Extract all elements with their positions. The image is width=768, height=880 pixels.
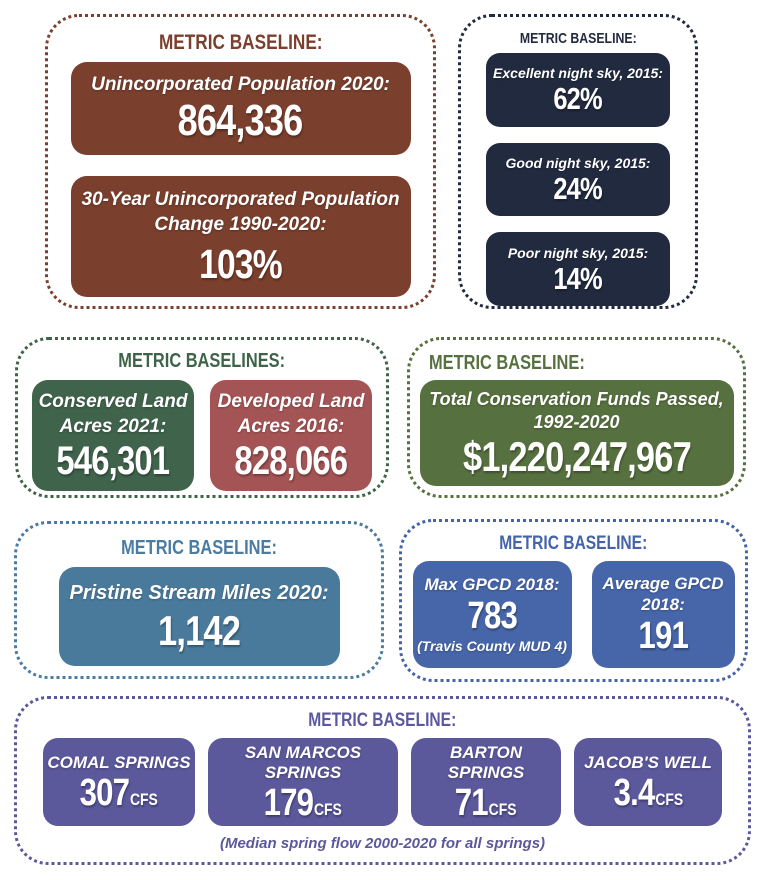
panel-header-text: METRIC BASELINE:: [121, 537, 277, 559]
land-cards-row: Conserved Land Acres 2021: 546,301 Devel…: [32, 380, 372, 491]
stat-card-value: 864,336: [178, 96, 304, 145]
stat-card-excellent-night-sky: Excellent night sky, 2015: 62%: [486, 53, 670, 127]
panel-header-text: METRIC BASELINE:: [429, 352, 585, 374]
stat-card-value: $1,220,247,967: [462, 433, 692, 480]
stat-card-label: SAN MARCOS SPRINGS: [244, 742, 362, 782]
stat-card-max-gpcd: Max GPCD 2018: 783 (Travis County MUD 4): [412, 561, 572, 668]
stat-card-label: Max GPCD 2018:: [424, 574, 560, 594]
stat-card-average-gpcd: Average GPCD 2018: 191: [591, 561, 735, 668]
stat-card-label: Average GPCD 2018:: [602, 574, 724, 614]
stat-card-poor-night-sky: Poor night sky, 2015: 14%: [486, 232, 670, 307]
panel-header-text: METRIC BASELINE:: [499, 533, 648, 554]
panel-header-text: METRIC BASELINE:: [519, 30, 637, 47]
stat-card-value: 191: [638, 614, 688, 657]
gpcd-panel-header: METRIC BASELINE:: [483, 534, 664, 553]
springs-panel: METRIC BASELINE: COMAL SPRINGS 307CFS SA…: [14, 696, 751, 865]
conservation-funds-panel: METRIC BASELINE: Total Conservation Fund…: [407, 337, 746, 498]
stat-card-label: Total Conservation Funds Passed, 1992-20…: [429, 389, 724, 432]
stat-card-label: Conserved Land Acres 2021:: [38, 390, 188, 437]
gpcd-cards-row: Max GPCD 2018: 783 (Travis County MUD 4)…: [412, 561, 735, 668]
panel-header-text: METRIC BASELINE:: [308, 710, 457, 731]
stat-card-value: 783: [467, 595, 517, 638]
stat-card-label: Pristine Stream Miles 2020:: [69, 581, 329, 604]
pristine-streams-panel: METRIC BASELINE: Pristine Stream Miles 2…: [14, 521, 384, 679]
land-panel-header: METRIC BASELINES:: [100, 351, 303, 371]
stat-card-value: 62%: [553, 81, 603, 117]
stat-card-unit: CFS: [654, 789, 683, 809]
land-panel: METRIC BASELINES: Conserved Land Acres 2…: [15, 337, 389, 498]
night-sky-panel-header: METRIC BASELINE:: [507, 31, 650, 46]
pristine-streams-panel-header: METRIC BASELINE:: [104, 538, 294, 558]
stat-card-label: 30-Year Unincorporated Population Change…: [81, 189, 400, 235]
springs-panel-header: METRIC BASELINE:: [292, 711, 473, 730]
conservation-funds-panel-header: METRIC BASELINE:: [429, 353, 619, 373]
stat-card-label: JACOB'S WELL: [584, 752, 712, 772]
stat-card-conservation-funds: Total Conservation Funds Passed, 1992-20…: [419, 380, 734, 486]
stat-card-value: 14%: [553, 260, 603, 296]
springs-cards-row: COMAL SPRINGS 307CFS SAN MARCOS SPRINGS …: [43, 738, 722, 826]
stat-card-conserved-land: Conserved Land Acres 2021: 546,301: [32, 380, 194, 491]
stat-card-population-change: 30-Year Unincorporated Population Change…: [70, 176, 411, 297]
stat-card-value: 1,142: [157, 606, 241, 654]
stat-card-barton-springs: BARTON SPRINGS 71CFS: [411, 738, 561, 826]
population-panel-header: METRIC BASELINE:: [141, 32, 341, 53]
stat-card-unit: CFS: [130, 789, 159, 809]
stat-card-label: Excellent night sky, 2015:: [493, 65, 663, 82]
stat-card-label: Poor night sky, 2015:: [507, 244, 649, 261]
gpcd-panel: METRIC BASELINE: Max GPCD 2018: 783 (Tra…: [399, 519, 748, 682]
stat-card-value: 24%: [553, 171, 603, 206]
panel-header-text: METRIC BASELINES:: [118, 350, 286, 372]
stat-card-developed-land: Developed Land Acres 2016: 828,066: [210, 380, 372, 491]
population-panel: METRIC BASELINE: Unincorporated Populati…: [45, 14, 436, 309]
panel-header-text: METRIC BASELINE:: [158, 31, 323, 54]
stat-card-label: Unincorporated Population 2020:: [91, 74, 390, 95]
stat-card-value: 828,066: [234, 439, 349, 484]
springs-caption: (Median spring flow 2000-2020 for all sp…: [219, 835, 546, 852]
stat-card-note: (Travis County MUD 4): [417, 638, 567, 655]
stat-card-jacobs-well: JACOB'S WELL 3.4CFS: [574, 738, 722, 826]
stat-card-value: 179: [263, 781, 314, 824]
stat-card-pristine-stream-miles: Pristine Stream Miles 2020: 1,142: [58, 567, 340, 666]
stat-card-label: Good night sky, 2015:: [505, 155, 651, 171]
stat-card-label: BARTON SPRINGS: [447, 742, 525, 782]
stat-card-value: 3.4: [613, 771, 655, 814]
night-sky-panel: METRIC BASELINE: Excellent night sky, 20…: [458, 14, 698, 309]
stat-card-unit: CFS: [488, 799, 517, 819]
stat-card-label: COMAL SPRINGS: [47, 752, 191, 772]
stat-card-value: 307: [79, 771, 130, 814]
stat-card-unincorporated-population: Unincorporated Population 2020: 864,336: [70, 62, 411, 155]
stat-card-unit: CFS: [314, 799, 343, 819]
stat-card-comal-springs: COMAL SPRINGS 307CFS: [43, 738, 195, 826]
stat-card-san-marcos-springs: SAN MARCOS SPRINGS 179CFS: [208, 738, 398, 826]
stat-card-good-night-sky: Good night sky, 2015: 24%: [486, 142, 670, 217]
stat-card-value: 71: [455, 781, 489, 824]
stat-card-label: Developed Land Acres 2016:: [217, 390, 365, 437]
stat-card-value: 103%: [199, 240, 283, 287]
stat-card-value: 546,301: [56, 439, 171, 484]
